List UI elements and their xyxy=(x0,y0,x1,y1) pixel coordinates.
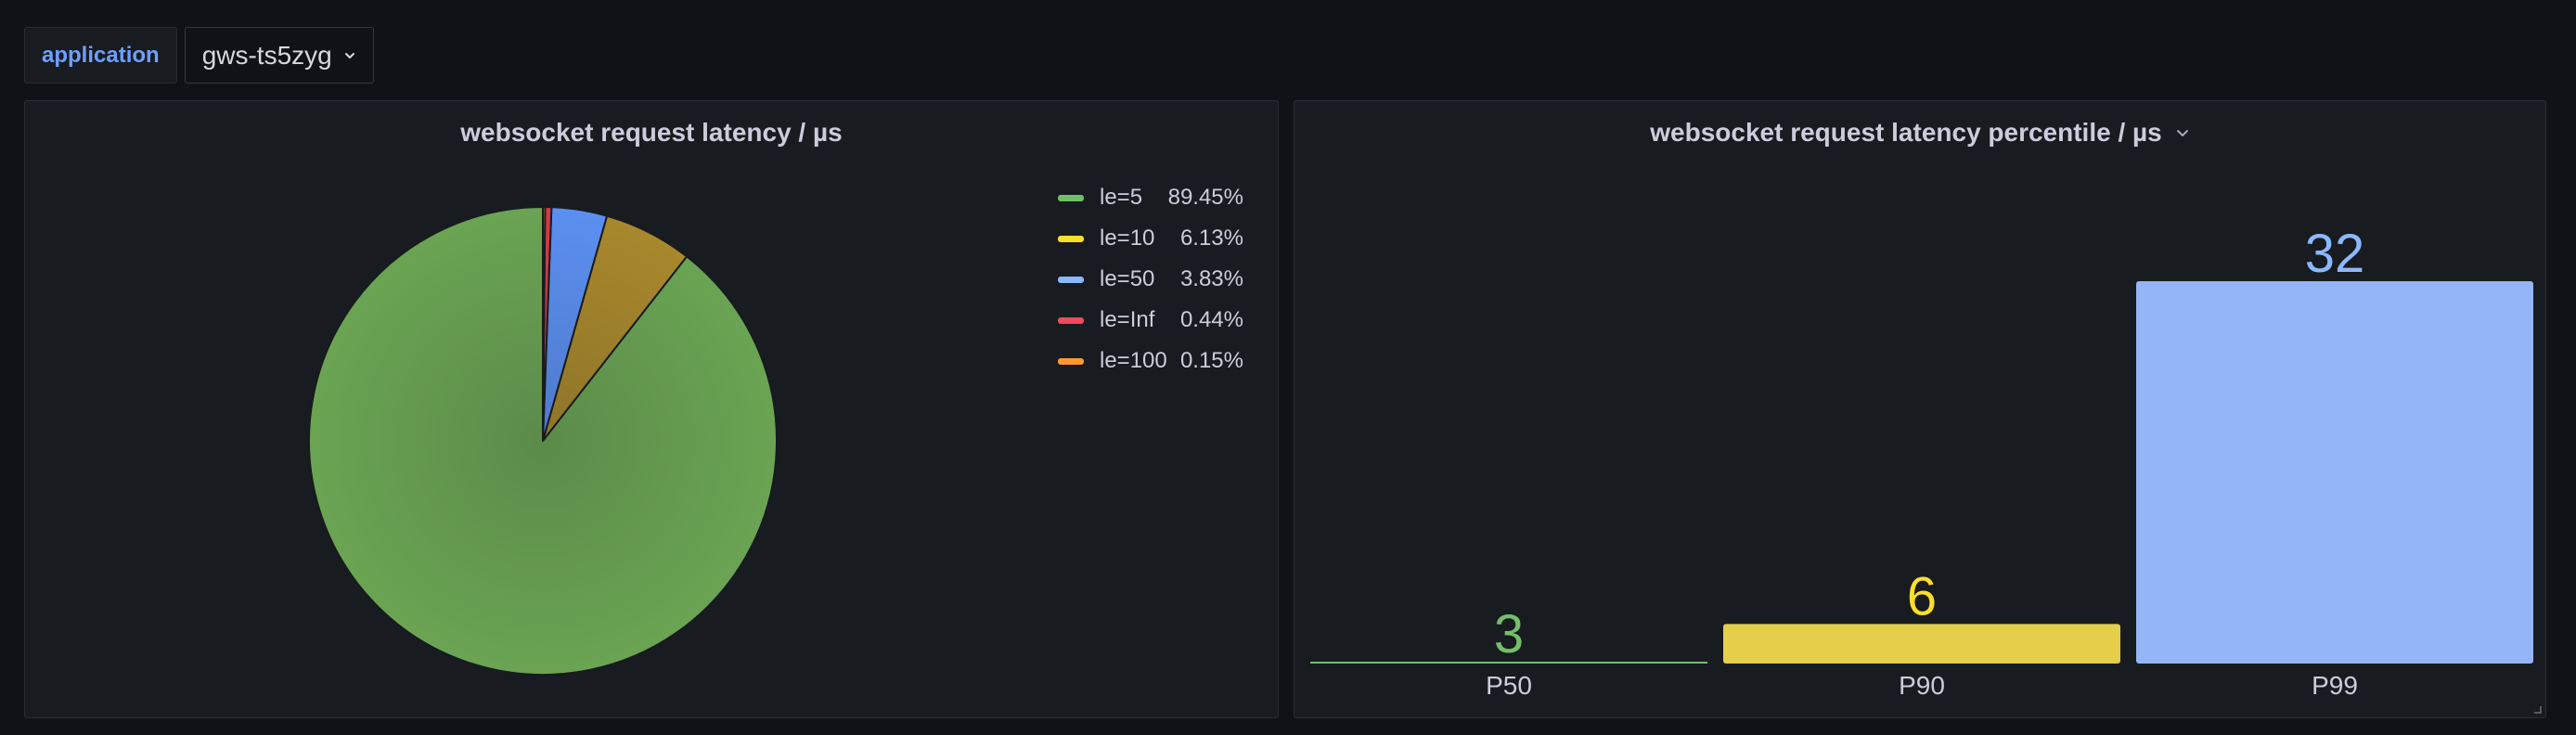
bar-p90[interactable] xyxy=(1723,624,2120,664)
legend-label: le=10 xyxy=(1100,226,1155,251)
legend-item[interactable]: le=100 0.15% xyxy=(1058,341,1243,381)
panel-title[interactable]: websocket request latency / µs xyxy=(25,118,1278,148)
variable-bar: application gws-ts5zyg xyxy=(24,27,374,84)
variable-label: application xyxy=(24,27,177,84)
legend-swatch xyxy=(1058,235,1084,242)
bar-category-label: P50 xyxy=(1486,671,1532,700)
bar-p99[interactable] xyxy=(2136,281,2533,664)
bar-panel-title: websocket request latency percentile / µ… xyxy=(1650,118,2162,147)
legend-value: 89.45% xyxy=(1167,185,1243,210)
legend-label: le=5 xyxy=(1100,185,1143,210)
pie-slice-le-100[interactable] xyxy=(542,205,547,442)
variable-selected-value: gws-ts5zyg xyxy=(201,40,332,70)
chevron-down-icon xyxy=(344,52,354,58)
pie-panel-title: websocket request latency / µs xyxy=(460,118,843,147)
bar-value-label: 6 xyxy=(1907,566,1937,626)
chevron-down-icon[interactable] xyxy=(2175,125,2190,140)
bar-gauge-panel: websocket request latency percentile / µ… xyxy=(1294,100,2546,718)
application-variable-select[interactable]: gws-ts5zyg xyxy=(184,27,374,84)
pie-chart xyxy=(308,205,778,676)
bar-chart: 3 P50 6 P90 32 P99 xyxy=(1310,224,2533,700)
legend-item[interactable]: le=10 6.13% xyxy=(1058,218,1243,259)
bar-p50[interactable] xyxy=(1310,662,1707,664)
bar-category-label: P99 xyxy=(2312,671,2358,700)
pie-legend: le=5 89.45% le=10 6.13% le=50 3.83% le=Inf 0.44… xyxy=(1058,177,1243,381)
legend-swatch xyxy=(1058,357,1084,365)
bar-value-label: 3 xyxy=(1494,604,1524,664)
panel-title[interactable]: websocket request latency percentile / µ… xyxy=(1294,118,2545,148)
bar-value-label: 32 xyxy=(2305,224,2365,284)
legend-item[interactable]: le=Inf 0.44% xyxy=(1058,300,1243,341)
legend-label: le=Inf xyxy=(1100,307,1155,332)
legend-value: 0.15% xyxy=(1179,348,1243,373)
legend-label: le=100 xyxy=(1100,348,1167,373)
pie-chart-panel: websocket request latency / µs le=5 89.45… xyxy=(24,100,1279,718)
legend-item[interactable]: le=5 89.45% xyxy=(1058,177,1243,218)
legend-swatch xyxy=(1058,276,1084,283)
legend-value: 3.83% xyxy=(1179,266,1243,291)
bar-category-label: P90 xyxy=(1899,671,1945,700)
legend-item[interactable]: le=50 3.83% xyxy=(1058,259,1243,300)
legend-value: 6.13% xyxy=(1179,226,1243,251)
legend-label: le=50 xyxy=(1100,266,1155,291)
resize-handle-icon[interactable] xyxy=(2532,704,2542,714)
legend-swatch xyxy=(1058,316,1084,324)
legend-value: 0.44% xyxy=(1179,307,1243,332)
legend-swatch xyxy=(1058,194,1084,201)
